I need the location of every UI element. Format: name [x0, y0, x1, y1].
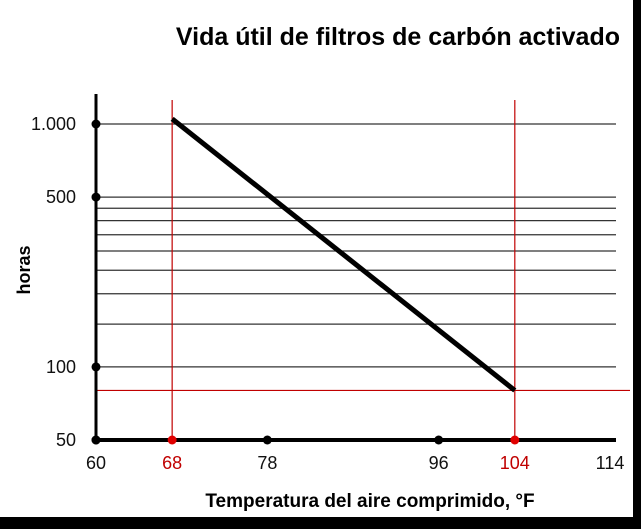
chart-title: Vida útil de filtros de carbón activado [176, 23, 620, 51]
chart-frame: Vida útil de filtros de carbón activado … [0, 0, 633, 517]
reference-lines [96, 100, 630, 440]
series-line [170, 116, 517, 393]
x-tick-label: 114 [596, 453, 625, 473]
y-axis-label: horas [14, 245, 34, 294]
x-tick-dot [434, 435, 444, 445]
x-tick-dot [167, 435, 177, 445]
gridlines [96, 123, 616, 368]
y-tick-dot [91, 192, 101, 202]
series-group [170, 116, 517, 393]
x-tick-dot [262, 435, 272, 445]
y-tick-label: 100 [46, 357, 76, 377]
x-tick-label: 60 [86, 453, 106, 473]
x-tick-label: 68 [162, 453, 182, 473]
x-axis-label: Temperatura del aire comprimido, °F [205, 491, 534, 512]
y-tick-dot [91, 119, 101, 129]
chart-svg: Vida útil de filtros de carbón activado … [14, 23, 630, 512]
tick-group: 1.000 500 100 50 60 68 78 96 104 114 [31, 114, 624, 473]
axes [94, 94, 616, 442]
y-tick-label: 1.000 [31, 114, 76, 134]
y-tick-label: 50 [56, 430, 76, 450]
x-tick-label: 96 [429, 453, 449, 473]
x-tick-dot [91, 435, 101, 445]
y-tick-dot [91, 362, 101, 372]
y-tick-label: 500 [46, 187, 76, 207]
x-tick-label: 78 [257, 453, 277, 473]
x-tick-dot [510, 435, 520, 445]
x-tick-label: 104 [500, 453, 530, 473]
